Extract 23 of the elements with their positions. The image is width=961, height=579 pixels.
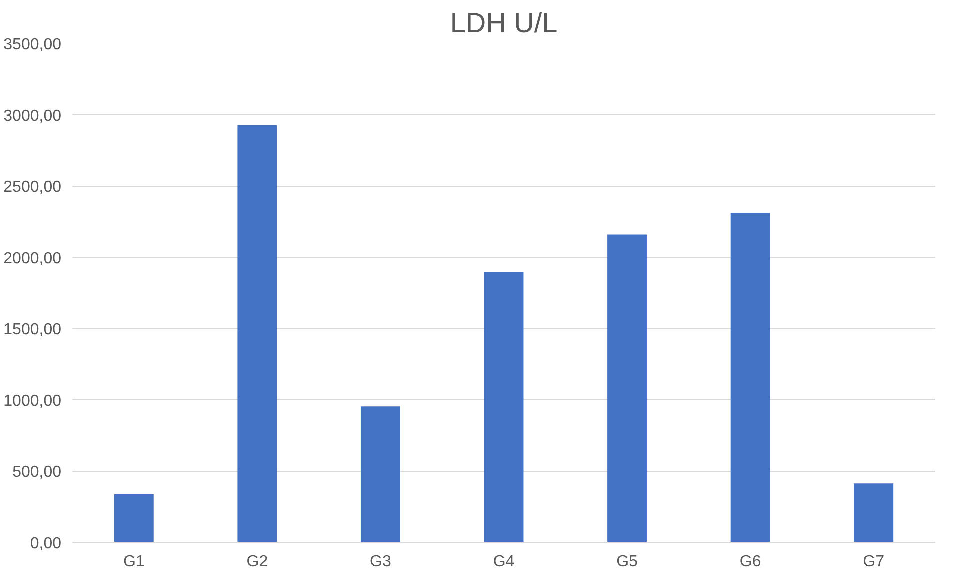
y-tick-label: 2500,00	[4, 179, 62, 196]
bar	[608, 234, 648, 542]
y-tick-label: 1500,00	[4, 322, 62, 339]
x-tick-label: G7	[863, 554, 885, 570]
x-tick-label: G6	[740, 554, 762, 570]
bar	[238, 125, 278, 542]
x-tick-label: G3	[370, 554, 392, 570]
y-tick-label: 500,00	[12, 464, 62, 482]
x-tick-label: G2	[246, 554, 268, 570]
bar	[484, 272, 524, 542]
y-tick-label: 3500,00	[4, 36, 62, 54]
x-tick-label: G4	[493, 554, 515, 570]
x-tick-label: G1	[123, 554, 145, 570]
bar	[854, 484, 894, 542]
bar	[360, 406, 400, 542]
y-tick-label: 2000,00	[4, 250, 62, 268]
y-tick-label: 1000,00	[4, 392, 62, 410]
bar	[114, 494, 154, 542]
x-tick-label: G5	[616, 554, 638, 570]
y-tick-label: 3000,00	[4, 108, 62, 125]
y-tick-label: 0,00	[30, 536, 62, 552]
bar	[730, 213, 770, 542]
chart-title: LDH U/L	[450, 8, 558, 38]
